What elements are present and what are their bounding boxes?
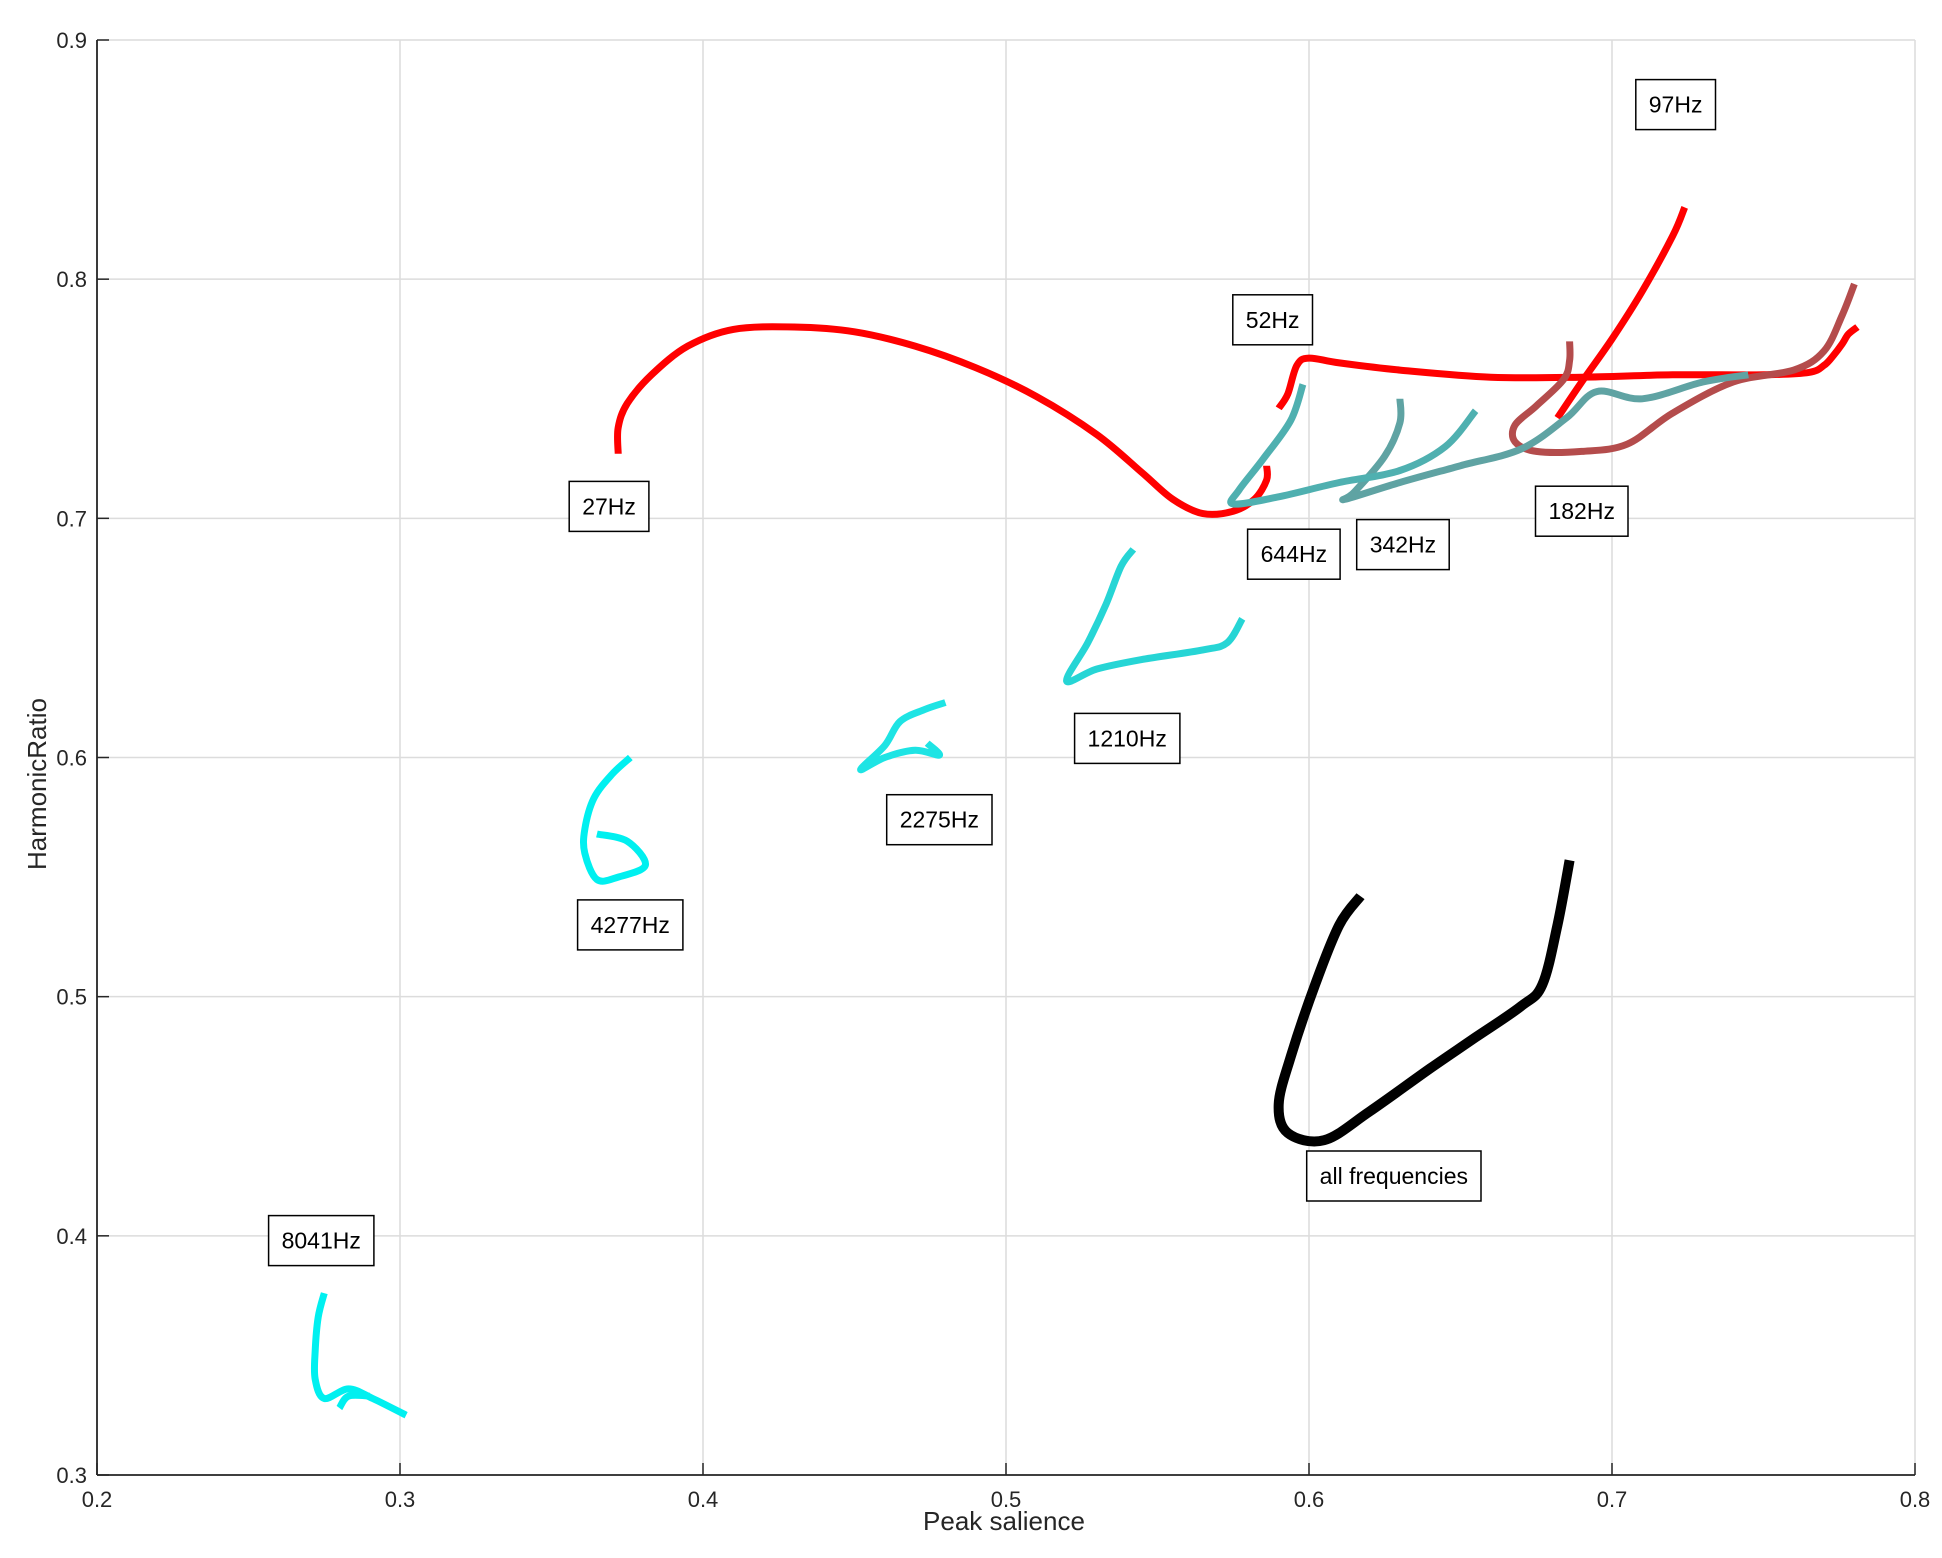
series-line-8041hz: [310, 1292, 408, 1419]
annotation-box: [1534, 485, 1629, 537]
annotation-label: 27Hz: [582, 493, 636, 519]
annotation-97hz: 97Hz: [1635, 78, 1717, 131]
y-tick-label: 0.8: [56, 267, 87, 292]
series-line-52hz: [1275, 324, 1860, 411]
y-tick-label: 0.3: [56, 1463, 87, 1488]
y-tick-label: 0.7: [56, 506, 87, 531]
y-tick-label: 0.4: [56, 1224, 87, 1249]
annotation-label: 182Hz: [1548, 498, 1614, 524]
annotation-27hz: 27Hz: [568, 480, 650, 533]
annotation-box: [1305, 1150, 1482, 1202]
series-line-1210hz: [1063, 547, 1246, 686]
series-line-all-frequencies: [1273, 859, 1575, 1147]
x-tick-label: 0.4: [688, 1487, 719, 1512]
x-tick-label: 0.5: [991, 1487, 1022, 1512]
x-tick-label: 0.8: [1900, 1487, 1931, 1512]
annotation-all-frequencies: all frequencies: [1305, 1150, 1482, 1202]
series-line-2275hz: [857, 699, 947, 774]
series-line-27hz: [613, 323, 1271, 518]
annotation-label: 1210Hz: [1088, 725, 1167, 751]
annotation-box: [1073, 712, 1181, 765]
y-tick-label: 0.6: [56, 746, 87, 771]
annotation-box: [1635, 78, 1717, 131]
y-tick-label: 0.9: [56, 28, 87, 53]
x-tick-label: 0.6: [1294, 1487, 1325, 1512]
y-tick-label: 0.5: [56, 985, 87, 1010]
series-line-4277hz: [579, 754, 649, 885]
x-tick-label: 0.3: [385, 1487, 416, 1512]
series-line-342hz: [1339, 371, 1749, 504]
annotation-box: [1355, 518, 1450, 571]
annotation-label: 2275Hz: [900, 807, 979, 833]
annotation-label: 644Hz: [1261, 541, 1327, 567]
annotation-label: 342Hz: [1370, 532, 1436, 558]
grid: [96, 39, 1916, 1476]
annotation-box: [885, 793, 993, 846]
annotation-8041hz: 8041Hz: [267, 1214, 375, 1267]
annotation-label: 4277Hz: [591, 912, 670, 938]
series-line-97hz: [1554, 206, 1688, 420]
annotation-label: 97Hz: [1649, 92, 1703, 118]
annotation-label: 52Hz: [1246, 307, 1300, 333]
y-axis-label: HarmonicRatio: [22, 698, 52, 870]
annotation-box: [1232, 294, 1314, 346]
annotation-1210hz: 1210Hz: [1073, 712, 1181, 765]
annotation-box: [568, 480, 650, 533]
annotation-label: all frequencies: [1320, 1163, 1468, 1189]
series-line-644hz: [1227, 383, 1479, 508]
annotation-2275hz: 2275Hz: [885, 793, 993, 846]
annotation-52hz: 52Hz: [1232, 294, 1314, 346]
x-tick-label: 0.2: [82, 1487, 113, 1512]
x-axis-label: Peak salience: [923, 1506, 1085, 1536]
series-layer: [310, 206, 1860, 1419]
annotation-box: [1246, 528, 1341, 580]
annotations: 97Hz 52Hz 27Hz 182Hz 644Hz 342Hz 1210Hz 2275Hz 4…: [267, 78, 1717, 1267]
axes: 0.2 0.3 0.4 0.5 0.6 0.7 0.80.30.40.50.60.70.80…: [56, 28, 1930, 1512]
annotation-644hz: 644Hz: [1246, 528, 1341, 580]
series-line-182hz: [1508, 282, 1858, 456]
annotation-182hz: 182Hz: [1534, 485, 1629, 537]
annotation-4277hz: 4277Hz: [576, 899, 684, 951]
series-line-8041hz: [336, 1391, 370, 1411]
annotation-label: 8041Hz: [282, 1228, 361, 1254]
x-tick-label: 0.7: [1597, 1487, 1628, 1512]
annotation-342hz: 342Hz: [1355, 518, 1450, 571]
annotation-box: [267, 1214, 375, 1267]
annotation-box: [576, 899, 684, 951]
